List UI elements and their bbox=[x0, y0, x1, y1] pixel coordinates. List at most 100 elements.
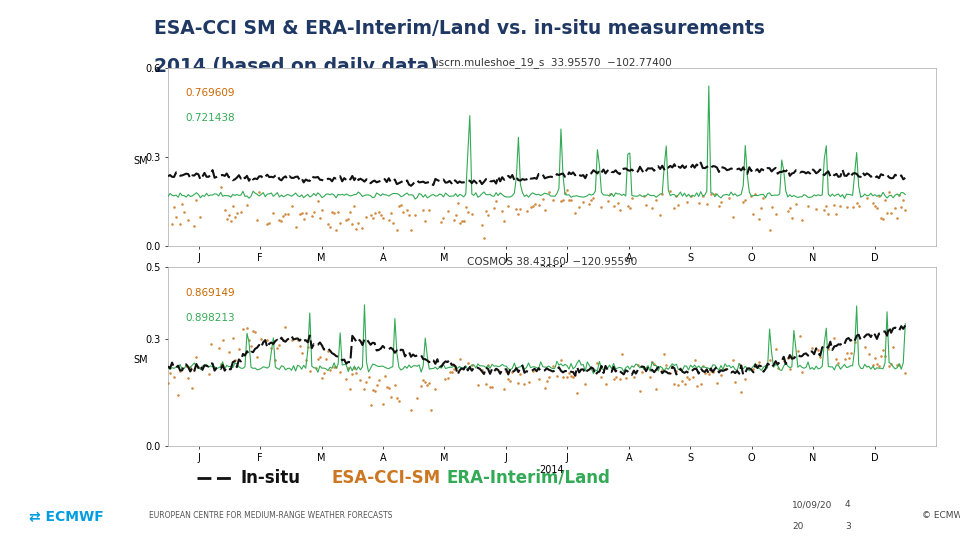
Point bbox=[883, 360, 899, 369]
Point bbox=[319, 355, 334, 363]
Point bbox=[867, 202, 882, 211]
Point bbox=[762, 356, 778, 364]
Point bbox=[527, 200, 542, 208]
Point bbox=[768, 345, 783, 353]
Point bbox=[569, 389, 585, 398]
Point bbox=[418, 217, 433, 225]
Point bbox=[717, 364, 732, 373]
Text: 0.869149: 0.869149 bbox=[185, 288, 234, 298]
Point bbox=[748, 190, 763, 198]
Point bbox=[416, 206, 431, 215]
Point bbox=[545, 196, 561, 205]
Point bbox=[614, 349, 630, 358]
Point bbox=[478, 207, 493, 215]
Point bbox=[272, 215, 287, 224]
Point bbox=[513, 369, 528, 378]
Point bbox=[612, 375, 628, 383]
Point bbox=[709, 379, 725, 388]
Point bbox=[160, 379, 176, 388]
Point bbox=[383, 209, 398, 218]
Point bbox=[857, 342, 873, 351]
Point bbox=[810, 346, 826, 354]
Point bbox=[496, 217, 512, 225]
Point bbox=[175, 200, 190, 208]
Point bbox=[371, 207, 386, 216]
Point bbox=[328, 363, 344, 372]
Point bbox=[308, 364, 324, 373]
Point bbox=[746, 210, 761, 218]
Point bbox=[339, 216, 354, 225]
Point bbox=[756, 194, 771, 202]
Point bbox=[228, 213, 243, 221]
Point bbox=[480, 211, 495, 219]
Point bbox=[843, 349, 858, 358]
Point bbox=[359, 213, 374, 222]
Point bbox=[213, 183, 228, 191]
Point bbox=[584, 196, 599, 205]
Point bbox=[653, 210, 668, 219]
Point bbox=[377, 372, 393, 381]
Point bbox=[635, 368, 650, 376]
Point bbox=[713, 371, 729, 380]
Point bbox=[304, 211, 320, 220]
Point bbox=[780, 206, 796, 215]
Point bbox=[298, 208, 313, 217]
Point bbox=[403, 406, 419, 414]
Point bbox=[442, 368, 457, 376]
Point bbox=[728, 377, 743, 386]
Point bbox=[215, 336, 230, 345]
Point bbox=[445, 215, 461, 224]
Point bbox=[365, 214, 380, 222]
Point bbox=[294, 209, 309, 218]
Point bbox=[347, 364, 362, 373]
Point bbox=[869, 359, 884, 368]
Point bbox=[186, 221, 202, 230]
Point bbox=[768, 210, 783, 218]
Point bbox=[792, 332, 807, 341]
Point bbox=[503, 377, 518, 386]
Point bbox=[478, 380, 493, 389]
Point bbox=[828, 210, 844, 218]
Point bbox=[496, 385, 512, 394]
Point bbox=[229, 208, 245, 217]
Point bbox=[784, 352, 800, 360]
Point bbox=[681, 374, 696, 383]
Point bbox=[540, 377, 555, 386]
Point bbox=[365, 386, 380, 394]
Point bbox=[241, 336, 256, 345]
Point bbox=[385, 219, 400, 227]
Point bbox=[565, 373, 581, 381]
Point bbox=[464, 360, 479, 369]
Point bbox=[381, 215, 396, 224]
Point bbox=[201, 370, 216, 379]
Point bbox=[268, 355, 283, 364]
Point bbox=[324, 208, 340, 217]
Point bbox=[896, 196, 911, 205]
Point bbox=[440, 207, 455, 215]
Point bbox=[683, 192, 698, 200]
Point bbox=[828, 355, 844, 363]
Point bbox=[184, 384, 200, 393]
Point bbox=[235, 325, 251, 333]
Point bbox=[644, 204, 660, 213]
Point bbox=[259, 220, 275, 228]
Point bbox=[642, 373, 658, 382]
Point bbox=[348, 225, 364, 233]
Point bbox=[474, 366, 490, 374]
Text: In-situ: In-situ bbox=[240, 469, 300, 487]
Point bbox=[244, 342, 259, 350]
Point bbox=[832, 201, 848, 210]
Point bbox=[804, 344, 820, 353]
Point bbox=[675, 377, 690, 386]
Point bbox=[662, 186, 678, 195]
Point bbox=[693, 380, 708, 388]
Point bbox=[270, 344, 285, 353]
Point bbox=[310, 355, 325, 363]
Point bbox=[312, 353, 327, 362]
Point bbox=[537, 206, 552, 214]
Point bbox=[877, 352, 893, 361]
Point bbox=[416, 376, 431, 384]
Point bbox=[193, 213, 208, 222]
Point bbox=[555, 373, 570, 382]
Point bbox=[211, 343, 227, 352]
